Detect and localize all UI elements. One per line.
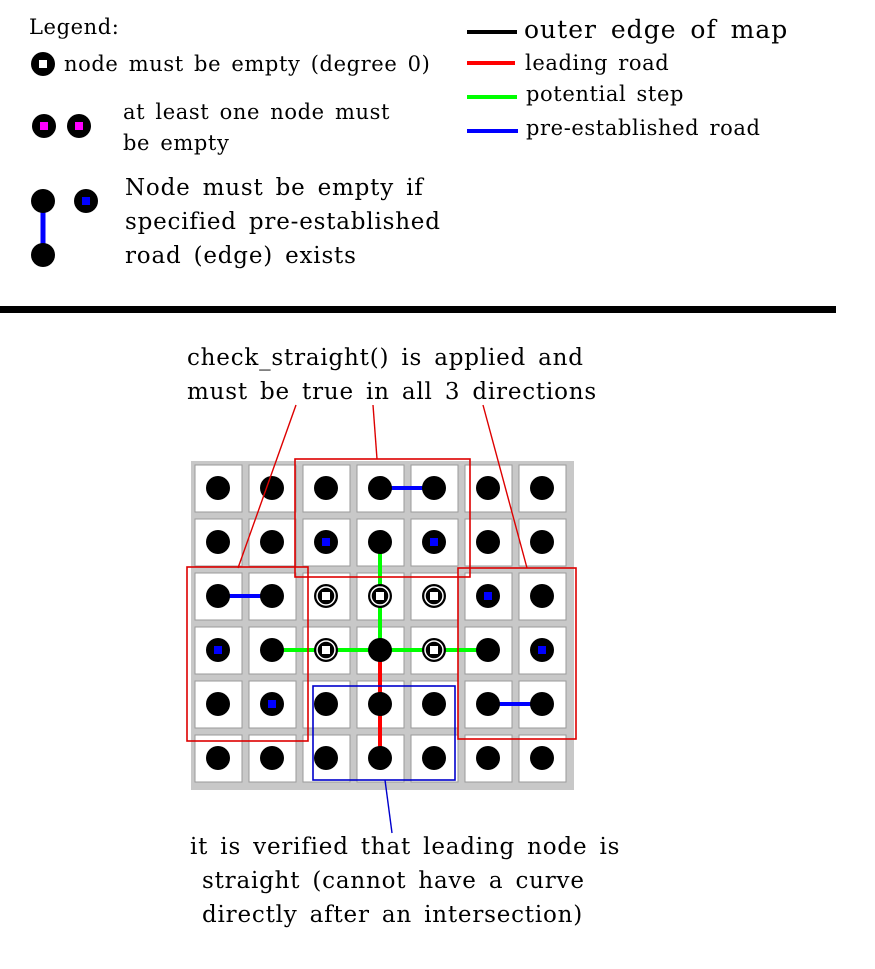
grid-node	[260, 530, 284, 554]
callout-check-left	[237, 404, 297, 569]
grid-node	[260, 584, 284, 608]
empty-node-ring	[316, 640, 336, 660]
legend-conditional-text-3: road (edge) exists	[125, 243, 357, 269]
grid-cell	[302, 518, 351, 567]
empty-node-ring	[316, 586, 336, 606]
grid-node	[206, 476, 230, 500]
check-box-top	[294, 458, 471, 578]
grid-node	[314, 746, 338, 770]
legend: Legend: node must be empty (degree 0) at…	[29, 15, 441, 269]
conditional-node-marker	[322, 538, 330, 546]
legend-conditional-text-2: specified pre-established	[125, 209, 441, 235]
grid-node	[476, 746, 500, 770]
empty-node-marker	[376, 592, 384, 600]
empty-node-ring	[370, 586, 390, 606]
empty-node-ring	[424, 586, 444, 606]
grid-node	[368, 476, 392, 500]
highlight-boxes	[186, 404, 577, 834]
grid-cell	[410, 734, 459, 783]
grid-node	[206, 746, 230, 770]
verified-text-2: straight (cannot have a curve	[202, 868, 585, 894]
legend-leading-road-text: leading road	[525, 51, 669, 75]
grid-node	[260, 746, 284, 770]
section-divider	[0, 306, 836, 313]
grid-node	[206, 530, 230, 554]
legend-empty-node-text: node must be empty (degree 0)	[64, 52, 430, 76]
legend-one-empty-text-2: be empty	[123, 131, 229, 155]
grid-node	[530, 476, 554, 500]
legend-one-empty-icon	[32, 114, 91, 138]
grid-markers	[214, 538, 546, 708]
legend-one-empty-text-1: at least one node must	[123, 100, 390, 124]
callout-check-top	[372, 404, 378, 460]
verified-text-3: directly after an intersection)	[202, 902, 583, 928]
grid-node	[368, 530, 392, 554]
legend-empty-node-icon	[31, 52, 55, 76]
conditional-node-marker	[430, 538, 438, 546]
grid-node	[422, 746, 446, 770]
grid-node	[206, 692, 230, 716]
callout-verify	[384, 779, 393, 834]
empty-node-ring	[424, 640, 444, 660]
grid-node	[260, 476, 284, 500]
empty-node-marker	[322, 592, 330, 600]
grid-node	[368, 692, 392, 716]
grid-node	[260, 638, 284, 662]
conditional-node-marker	[484, 592, 492, 600]
legend-outer-edge-text: outer edge of map	[524, 15, 788, 44]
legend-title: Legend:	[29, 15, 120, 39]
legend-potential-step-text: potential step	[526, 82, 684, 106]
grid-node	[422, 692, 446, 716]
legend-conditional-icon	[31, 189, 98, 267]
verify-box	[312, 685, 456, 781]
grid-node	[476, 476, 500, 500]
legend-pre-established-text: pre-established road	[526, 116, 761, 140]
empty-node-marker	[430, 646, 438, 654]
check-straight-text-1: check_straight() is applied and	[187, 345, 584, 371]
legend-conditional-text-1: Node must be empty if	[125, 175, 424, 201]
check-box-left	[186, 566, 309, 742]
grid-node	[476, 638, 500, 662]
conditional-node-marker	[538, 646, 546, 654]
grid-node	[314, 692, 338, 716]
grid-node	[206, 584, 230, 608]
grid-node	[368, 638, 392, 662]
callout-check-right	[482, 404, 528, 569]
line-legend: outer edge of map leading road potential…	[467, 15, 788, 140]
grid-node	[530, 584, 554, 608]
grid-node	[530, 746, 554, 770]
empty-node-marker	[322, 646, 330, 654]
verified-text-1: it is verified that leading node is	[190, 834, 620, 860]
grid-node	[314, 476, 338, 500]
grid-node	[422, 476, 446, 500]
grid-node	[476, 530, 500, 554]
conditional-node-marker	[214, 646, 222, 654]
grid-node	[530, 530, 554, 554]
check-straight-text-2: must be true in all 3 directions	[187, 379, 597, 405]
grid-cell	[302, 572, 351, 621]
grid-node	[368, 746, 392, 770]
grid-node	[476, 692, 500, 716]
empty-node-marker	[430, 592, 438, 600]
grid-node	[530, 692, 554, 716]
check-box-right	[457, 567, 577, 740]
conditional-node-marker	[268, 700, 276, 708]
